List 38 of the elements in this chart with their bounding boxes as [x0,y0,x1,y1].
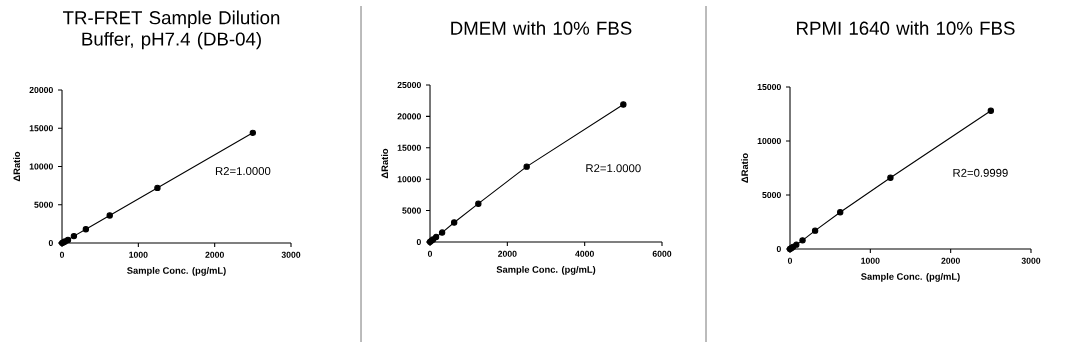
y-axis-title: ΔRatio [381,148,389,179]
x-tick-label: 2000 [205,251,224,258]
y-tick-label: 0 [416,238,421,246]
y-tick-label: 10000 [397,176,421,183]
x-tick-label: 0 [787,257,793,264]
y-tick-label: 25000 [397,81,421,89]
y-tick-label: 5000 [34,201,53,208]
x-tick-label: 1000 [861,257,880,264]
annotation: R2=1.0000 [215,167,271,176]
y-axis-title: ΔRatio [741,153,749,183]
y-tick-label: 10000 [757,137,781,145]
x-tick-label: 4000 [575,250,594,257]
x-tick-label: 3000 [281,251,301,258]
y-tick-label: 20000 [397,113,421,120]
y-tick-label: 5000 [762,191,781,199]
annotation: R2=1.0000 [586,164,641,173]
x-tick-label: 3000 [1021,257,1041,264]
y-axis-title: ΔRatio [13,151,21,182]
chart-title: TR-FRET Sample Dilution Buffer, pH7.4 (DB-04) [63,10,280,50]
x-tick-label: 2000 [497,250,517,257]
y-tick-label: 10000 [29,163,53,170]
y-tick-label: 20000 [29,86,53,94]
x-axis-title: Sample Conc. (pg/mL) [496,266,596,275]
x-tick-label: 6000 [652,250,672,257]
y-tick-label: 15000 [757,83,781,91]
x-tick-label: 0 [427,250,433,257]
y-tick-label: 0 [48,239,53,247]
y-tick-label: 5000 [402,207,421,214]
x-tick-label: 0 [59,251,65,258]
annotation: R2=0.9999 [953,168,1008,177]
x-axis-title: Sample Conc. (pg/mL) [127,267,226,276]
x-axis-title: Sample Conc. (pg/mL) [861,273,960,282]
y-tick-label: 15000 [397,144,421,151]
chart-title: DMEM with 10% FBS [451,21,632,35]
x-tick-label: 2000 [941,257,960,264]
chart-title: RPMI 1640 with 10% FBS [797,21,1015,35]
x-tick-label: 1000 [129,251,148,258]
y-tick-label: 15000 [29,125,53,132]
